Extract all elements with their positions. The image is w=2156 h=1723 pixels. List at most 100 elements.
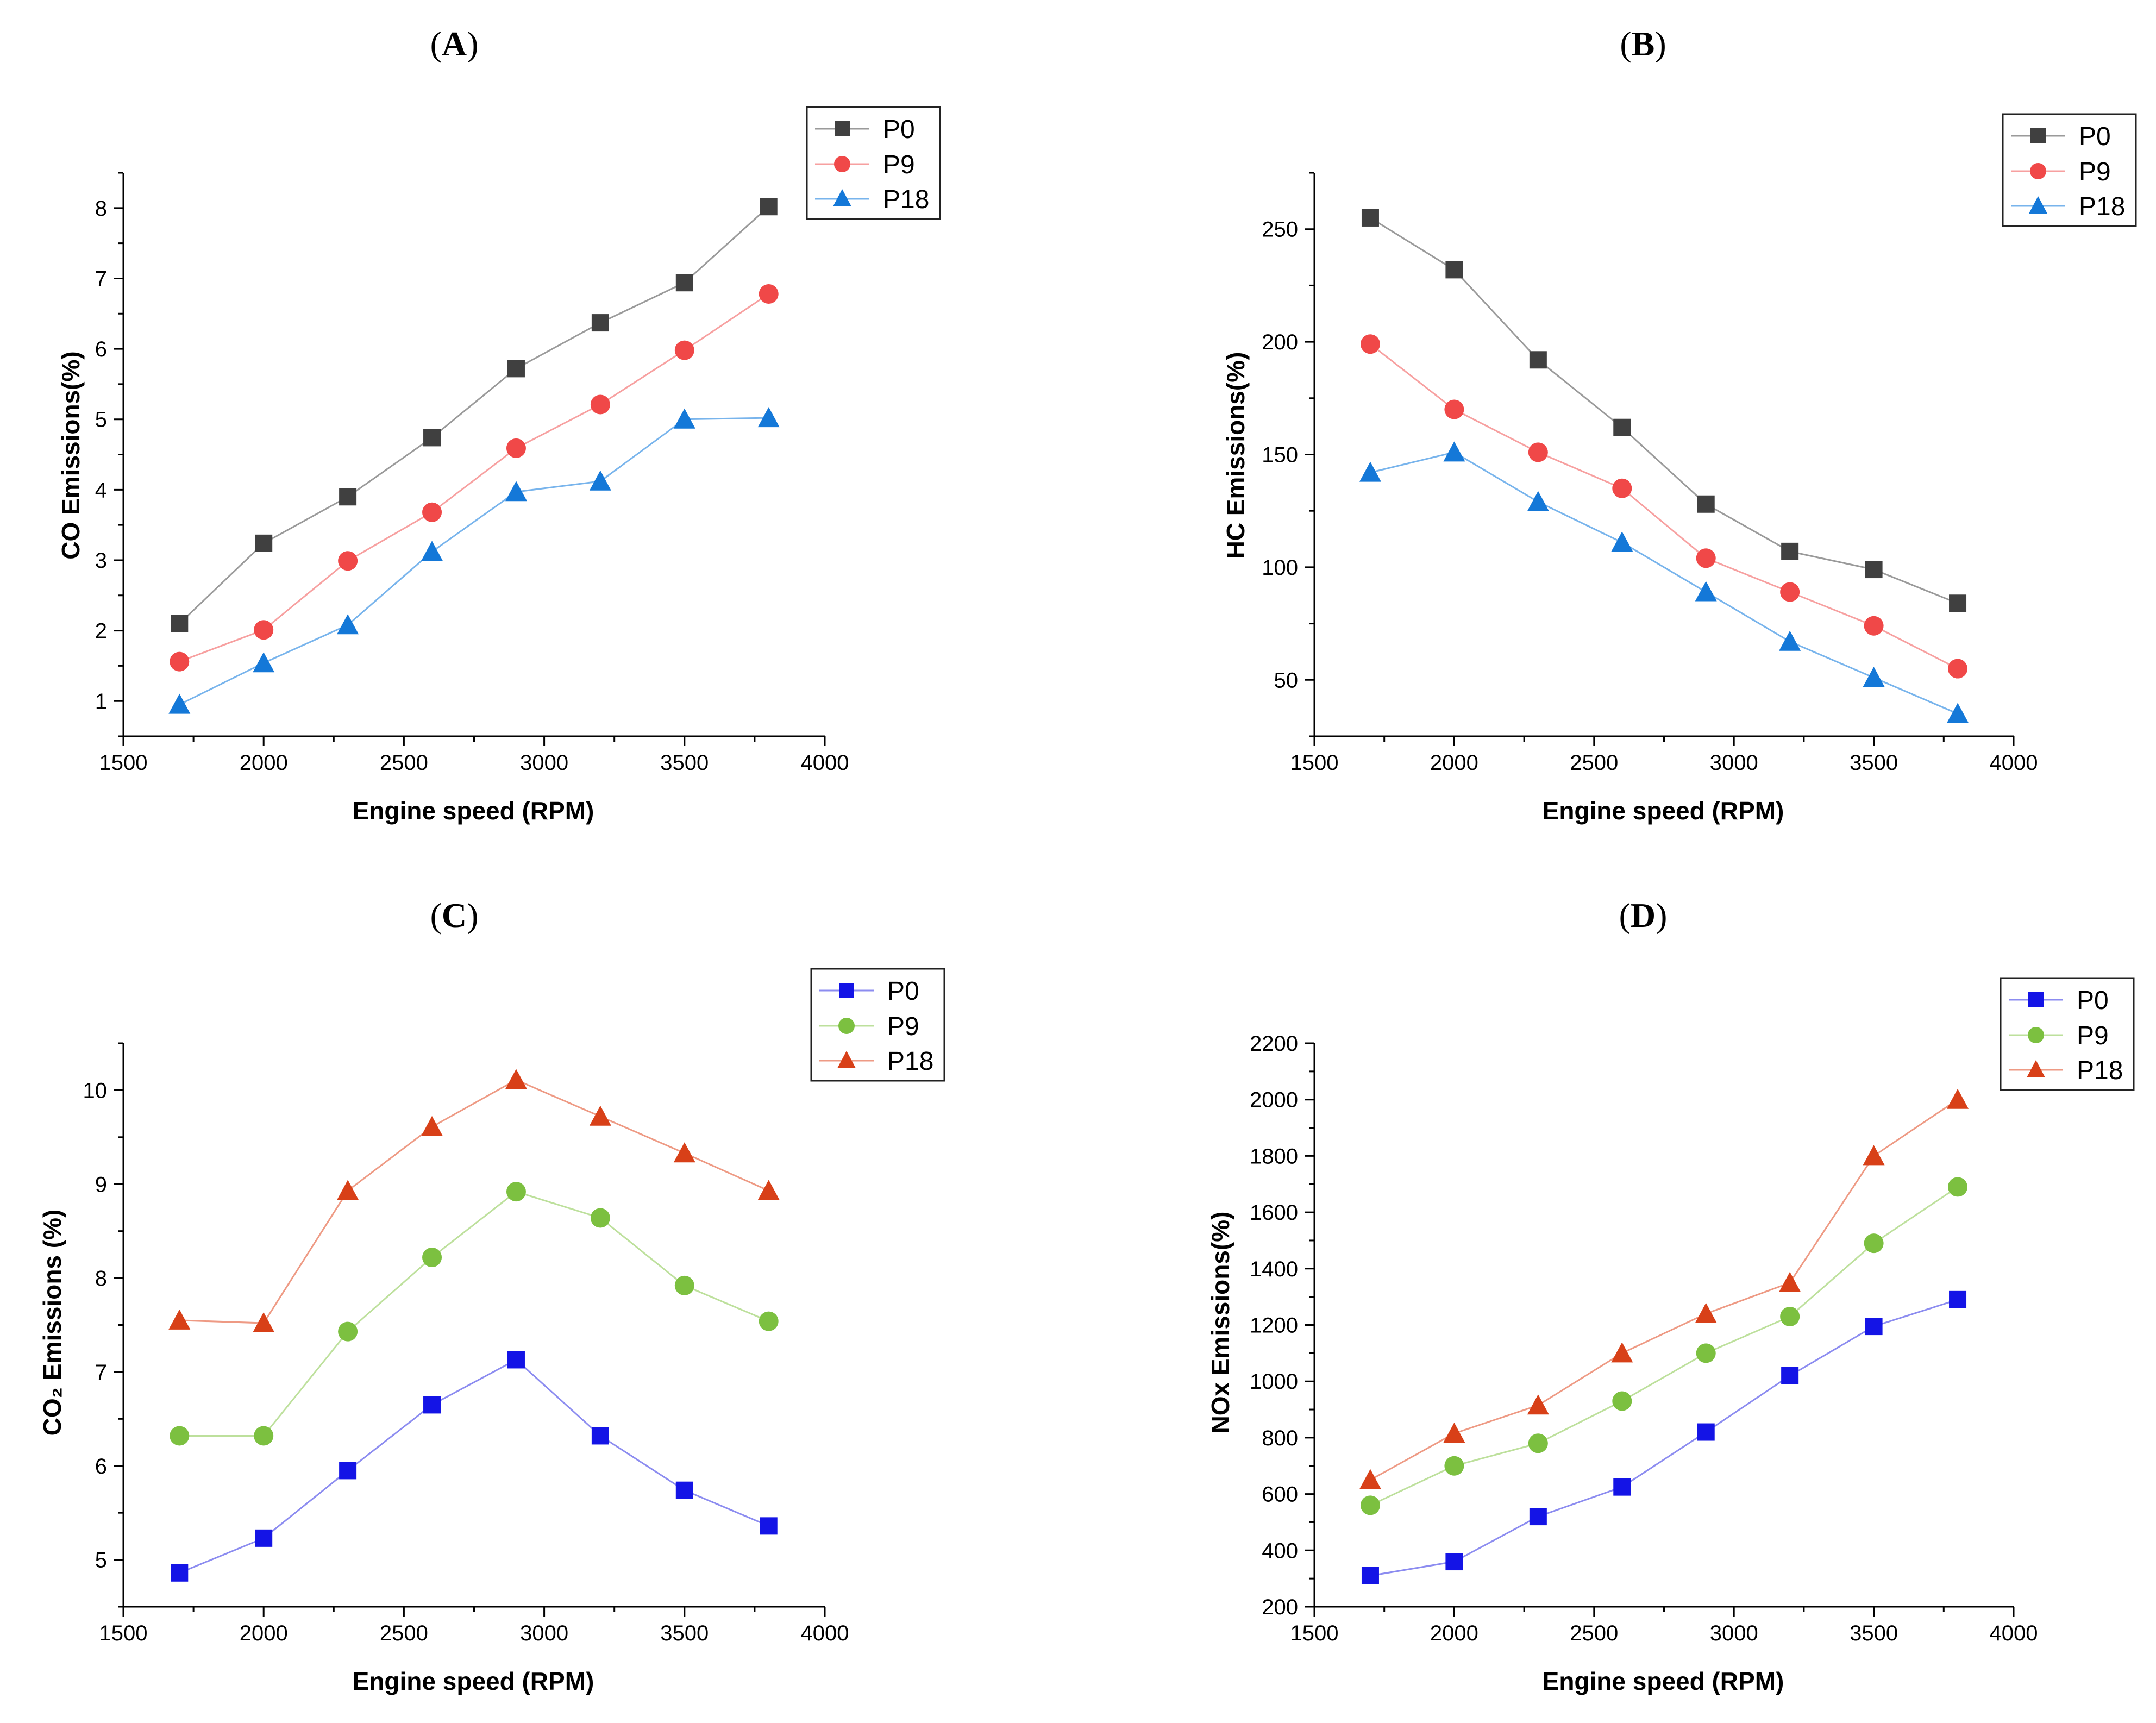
panel-d-x-tick-label: 3000 (1710, 1621, 1758, 1645)
panel-a-legend-marker-p9 (834, 156, 850, 172)
panel-a-x-tick-label: 1500 (99, 751, 148, 775)
panel-b-legend-entry-p9: P9 (2011, 158, 2111, 186)
panel-d-x-tick-label: 4000 (1990, 1621, 2038, 1645)
panel-b-legend-label-p9: P9 (2079, 158, 2111, 186)
panel-d-y-tick-label: 400 (1262, 1539, 1298, 1563)
panel-b-series-p0-point (1613, 418, 1631, 436)
panel-b-series-p0-point (1781, 542, 1799, 560)
panel-d-legend-entry-p0: P0 (2009, 986, 2109, 1015)
panel-a-x-tick-label: 2500 (380, 751, 428, 775)
panel-d-y-tick-label: 2200 (1250, 1032, 1298, 1056)
panel-a-legend-label-p9: P9 (883, 151, 915, 179)
panel-a-series-p0-point (760, 198, 778, 216)
panel-d-legend-label-p0: P0 (2077, 986, 2109, 1015)
panel-c-plot: 1500 2000 2500 3000 3500 4000 5 6 7 8 9 10 (83, 1042, 849, 1645)
panel-d-series-p9-point (1864, 1233, 1884, 1254)
panel-b-series-p0-point (1865, 561, 1883, 579)
panel-c-legend-entry-p18: P18 (819, 1047, 933, 1076)
panel-c-y-tick-label: 10 (83, 1079, 108, 1102)
panel-d-series-p0-point (1697, 1423, 1715, 1441)
panel-b-legend-entry-p0: P0 (2011, 122, 2111, 151)
panel-a-y-tick-label: 7 (95, 267, 107, 291)
panel-b-letter: B (1632, 24, 1655, 63)
panel-d-series-p0-point (1361, 1567, 1379, 1584)
panel-d-label: (D) (1619, 896, 1668, 935)
panel-c-legend-marker-p9 (838, 1018, 855, 1034)
panel-d-legend-entry-p18: P18 (2009, 1056, 2123, 1085)
panel-a-series-p18-point (673, 408, 695, 429)
panel-a-legend-box (806, 106, 941, 220)
panel-d-series-p0-point (1781, 1367, 1799, 1384)
panel-c-series-p18-point (757, 1180, 780, 1200)
panel-c-x-tick-label: 3500 (660, 1621, 709, 1645)
panel-a-legend-marker-p18 (833, 189, 851, 206)
panel-b-legend-marker-p9 (2030, 163, 2046, 179)
panel-b-series-p9-point (1612, 478, 1632, 498)
panel-a-series-p18-point (757, 407, 780, 428)
panel-b-x-tick-label: 2500 (1570, 751, 1618, 775)
panel-a-letter: A (442, 24, 467, 63)
panel-a-y-tick-label: 6 (95, 337, 107, 361)
panel-b-series-p9-point (1696, 548, 1716, 568)
panel-c-series-p18-line (179, 1079, 769, 1324)
panel-b-series-p18-point (1359, 461, 1381, 482)
panel-c-x-axis-label: Engine speed (RPM) (353, 1667, 594, 1695)
panel-d-plot: 1500 2000 2500 3000 3500 4000 200 400 600 800 1000… (1250, 1032, 2038, 1645)
panel-d-legend-label-p18: P18 (2077, 1056, 2123, 1085)
panel-c-series-p18-point (337, 1180, 359, 1200)
panel-a-x-tick-label: 3500 (660, 751, 709, 775)
panel-d-legend-marker-p0 (2028, 992, 2044, 1007)
panel-b-y-tick-label: 150 (1262, 443, 1298, 467)
panel-c-legend-marker-p18 (837, 1051, 856, 1068)
panel-a-series-p0-point (507, 360, 525, 378)
panel-b-series-p9-point (1780, 582, 1800, 602)
panel-b-series-p9-point (1948, 659, 1968, 679)
panel-b-series-p0-point (1949, 594, 1967, 612)
panel-c-series-p9-point (338, 1321, 358, 1342)
panel-c-series-p9-point (590, 1208, 610, 1228)
panel-b-series-p18-point (1527, 491, 1549, 511)
panel-d-x-tick-label: 3500 (1850, 1621, 1898, 1645)
panel-c-legend-label-p18: P18 (887, 1047, 933, 1076)
panel-c-series-p0-point (591, 1427, 609, 1445)
panel-b-legend-marker-p0 (2030, 128, 2046, 143)
panel-d-y-tick-label: 600 (1262, 1483, 1298, 1507)
panel-a-series-p9-point (254, 620, 274, 640)
panel-a-legend-label-p18: P18 (883, 185, 929, 214)
panel-a-series-p0-point (171, 615, 189, 632)
panel-b-series-p9-point (1360, 334, 1380, 354)
panel-c-y-axis-label: CO₂ Emissions (%) (38, 1210, 66, 1436)
panel-c-series-p9-point (674, 1275, 694, 1295)
panel-c-legend-box (810, 968, 945, 1082)
panel-c-series-p0-point (423, 1396, 441, 1414)
panel-d-y-axis-label: NOx Emissions(%) (1206, 1212, 1234, 1434)
panel-d-series-p0-point (1529, 1508, 1547, 1526)
panel-c-series-p9-point (422, 1248, 442, 1268)
panel-b-legend-entry-p18: P18 (2011, 192, 2125, 221)
panel-b-x-axis-label: Engine speed (RPM) (1543, 797, 1784, 825)
panel-a: (A) 1500 2000 2500 3000 3500 4000 1 2 3 4 5 6 7 8 Eng… (57, 24, 941, 825)
panel-b-legend-label-p18: P18 (2079, 192, 2125, 221)
panel-a-label: (A) (430, 24, 479, 63)
panel-a-series-p18-point (421, 541, 443, 561)
panel-a-x-tick-label: 3000 (520, 751, 568, 775)
panel-d-series-p9-point (1612, 1391, 1632, 1411)
panel-c-y-tick-label: 9 (95, 1173, 107, 1196)
panel-a-legend-label-p0: P0 (883, 115, 915, 144)
panel-d-series-p18-line (1370, 1099, 1958, 1481)
panel-b-series-p18-point (1695, 581, 1717, 602)
panel-a-legend-entry-p18: P18 (815, 185, 929, 214)
panel-a-y-tick-label: 1 (95, 690, 107, 713)
panel-d-series-p18-point (1863, 1145, 1885, 1166)
panel-d-series-p9-point (1696, 1343, 1716, 1363)
panel-b-label: (B) (1620, 24, 1666, 63)
panel-a-series-p0-point (255, 534, 273, 552)
panel-c-series-p0-point (507, 1351, 525, 1369)
panel-d-y-tick-label: 2000 (1250, 1088, 1298, 1112)
panel-d-series-p0-point (1865, 1318, 1883, 1336)
panel-b-x-tick-label: 3500 (1850, 751, 1898, 775)
panel-a-series-p9-line (179, 293, 769, 663)
panel-b-y-tick-label: 50 (1274, 668, 1299, 692)
panel-d-series-p0-line (1370, 1299, 1958, 1577)
panel-a-series-p18-point (337, 614, 359, 635)
